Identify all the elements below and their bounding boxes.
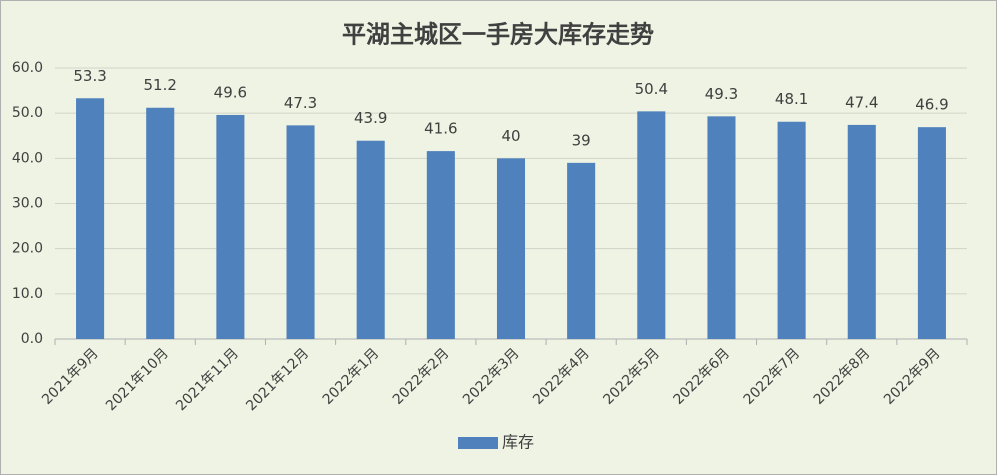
data-label: 49.6 <box>214 83 247 101</box>
data-label: 53.3 <box>73 67 106 85</box>
y-tick-label: 0.0 <box>21 331 43 347</box>
data-label: 48.1 <box>775 90 808 108</box>
y-tick-label: 50.0 <box>12 105 43 121</box>
bar <box>707 116 736 339</box>
legend-label: 库存 <box>502 433 534 452</box>
bar <box>917 127 946 339</box>
data-label: 50.4 <box>635 80 668 98</box>
bar <box>567 162 596 339</box>
bar <box>777 121 806 339</box>
bar <box>356 140 385 339</box>
bar <box>76 98 105 340</box>
chart-title: 平湖主城区一手房大库存走势 <box>342 20 654 49</box>
data-label: 39 <box>572 131 591 149</box>
bar <box>146 107 175 339</box>
bar <box>637 111 666 339</box>
data-label: 51.2 <box>144 76 177 94</box>
bar <box>216 114 245 340</box>
y-tick-label: 10.0 <box>12 286 43 302</box>
bar <box>496 158 526 339</box>
data-label: 46.9 <box>915 96 948 114</box>
data-label: 47.4 <box>845 93 878 111</box>
bar <box>286 125 315 339</box>
data-label: 43.9 <box>354 109 387 127</box>
data-label: 40 <box>501 127 520 145</box>
legend-swatch <box>458 437 498 449</box>
y-tick-label: 20.0 <box>12 241 43 257</box>
bar <box>847 124 876 339</box>
data-label: 41.6 <box>424 120 457 138</box>
data-label: 49.3 <box>705 85 738 103</box>
bar <box>426 151 455 339</box>
y-tick-label: 40.0 <box>12 150 43 166</box>
data-label: 47.3 <box>284 94 317 112</box>
y-tick-label: 60.0 <box>12 60 43 76</box>
y-tick-label: 30.0 <box>12 196 43 212</box>
